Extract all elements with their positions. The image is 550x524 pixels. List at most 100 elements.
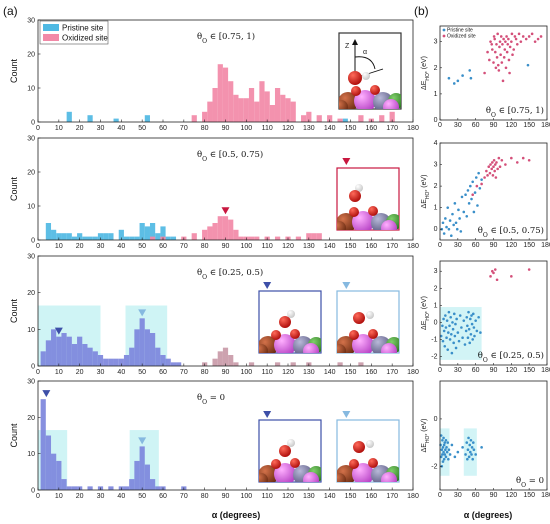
inset-5 — [336, 290, 400, 354]
histogram-bar — [82, 344, 88, 366]
scatter-point — [462, 210, 466, 214]
legend-swatch-pristine — [43, 24, 59, 31]
histogram-bar — [103, 358, 109, 366]
scatter-point — [461, 446, 464, 449]
inset-7 — [336, 419, 400, 483]
histogram-bar — [248, 236, 255, 240]
legend-label-pristine: Pristine site — [447, 28, 473, 34]
scatter-point — [477, 171, 480, 175]
x-tick-label: 0 — [36, 125, 40, 132]
histogram-bar — [269, 105, 275, 122]
histogram-bar — [311, 233, 317, 240]
x-tick-label: 20 — [76, 243, 84, 250]
surface-atom — [274, 463, 296, 482]
x-tick-label: 140 — [324, 493, 336, 500]
scatter-point — [467, 327, 471, 331]
histogram-bar — [129, 347, 135, 366]
histogram-bar — [170, 236, 177, 240]
histogram-bar — [123, 355, 130, 366]
scatter-point — [451, 321, 454, 324]
inset-surface — [259, 329, 321, 353]
x-tick-label: 60 — [472, 242, 480, 249]
x-tick-label: 110 — [262, 243, 273, 250]
scatter-point — [465, 441, 469, 444]
adsorbate-hydrogen-atom — [366, 311, 374, 319]
x-tick-label: 90 — [222, 493, 230, 500]
x-tick-label: 120 — [282, 125, 294, 132]
histogram-bar — [77, 336, 83, 366]
histogram-bar — [71, 486, 78, 490]
histogram-bar — [243, 98, 249, 122]
scatter-point — [498, 40, 502, 43]
scatter-point — [444, 217, 447, 220]
scatter-point — [452, 82, 456, 85]
scatter-point — [498, 45, 501, 49]
scatter-point — [524, 37, 528, 41]
scatter-point — [526, 63, 530, 67]
scatter-point — [466, 189, 470, 192]
x-tick-label: 150 — [523, 367, 535, 374]
inset-4 — [258, 290, 322, 354]
panels-group: 0 10 20 30 40 50 60 70 80 90 100 110 120 130 140 150 160… — [9, 18, 550, 501]
x-tick-label: 180 — [541, 492, 550, 499]
scatter-point — [460, 195, 464, 199]
scatter-point — [453, 334, 457, 338]
x-tick-label: 90 — [490, 122, 498, 129]
x-tick-label: 150 — [345, 493, 357, 500]
x-tick-label: 30 — [97, 493, 105, 500]
scatter-point — [490, 167, 494, 171]
scatter-point — [517, 32, 521, 36]
histogram-bar — [316, 233, 322, 240]
scatter-point — [447, 457, 450, 461]
inset-2 — [336, 167, 400, 231]
surface-atom — [274, 334, 296, 353]
histogram-bar — [97, 233, 104, 240]
scatter-point — [474, 319, 477, 322]
surface-atom — [259, 344, 268, 353]
histogram-bar — [160, 355, 166, 366]
scatter-point — [496, 63, 500, 67]
scatter-point — [472, 448, 476, 452]
scatter-point — [490, 42, 494, 46]
peak-marker — [138, 437, 147, 445]
adsorbate-oxygen-atom — [353, 312, 365, 324]
histogram-bar — [87, 486, 93, 490]
histogram-bar — [212, 358, 218, 366]
scatter-point — [527, 35, 531, 38]
scatter-point — [460, 326, 463, 329]
y-tick-label: 0 — [31, 488, 35, 495]
scatter-point — [472, 326, 476, 329]
scatter-point — [467, 455, 471, 459]
histogram-bar — [170, 362, 177, 366]
histogram-bar — [129, 479, 135, 490]
histogram-bar — [358, 115, 364, 122]
histogram-bar — [45, 435, 52, 490]
scatter-point — [455, 317, 458, 321]
scatter-point — [508, 45, 512, 49]
x-tick-label: 0 — [438, 492, 442, 499]
scatter-point — [521, 35, 525, 38]
histogram-bar — [233, 229, 239, 240]
y-tick-label: 0 — [434, 117, 438, 124]
scatter-point — [447, 76, 451, 80]
scatter-point — [449, 333, 453, 336]
scatter-point — [499, 35, 503, 38]
scatter-point — [505, 35, 508, 38]
scatter-point — [443, 453, 447, 456]
scatter-point — [493, 37, 496, 41]
scatter-point — [467, 310, 470, 314]
histogram-bar — [149, 333, 156, 366]
scatter-point — [449, 234, 453, 237]
histogram-bar — [254, 101, 260, 122]
scatter-panel-3: 0 30 60 90 120 150 180 -2 -1 0 1 2 3 ΔEHO* (eV) θO ∈ [… — [421, 260, 550, 374]
scatter-point — [521, 156, 525, 160]
x-tick-label: 40 — [117, 493, 125, 500]
scatter-point — [530, 32, 534, 36]
x-tick-label: 120 — [505, 367, 517, 374]
histogram-bar — [207, 226, 213, 240]
scatter-point — [439, 434, 443, 437]
histogram-bar — [295, 236, 302, 240]
scatter-point — [477, 315, 480, 319]
scatter-point — [470, 446, 474, 449]
histogram-bar — [389, 111, 395, 122]
